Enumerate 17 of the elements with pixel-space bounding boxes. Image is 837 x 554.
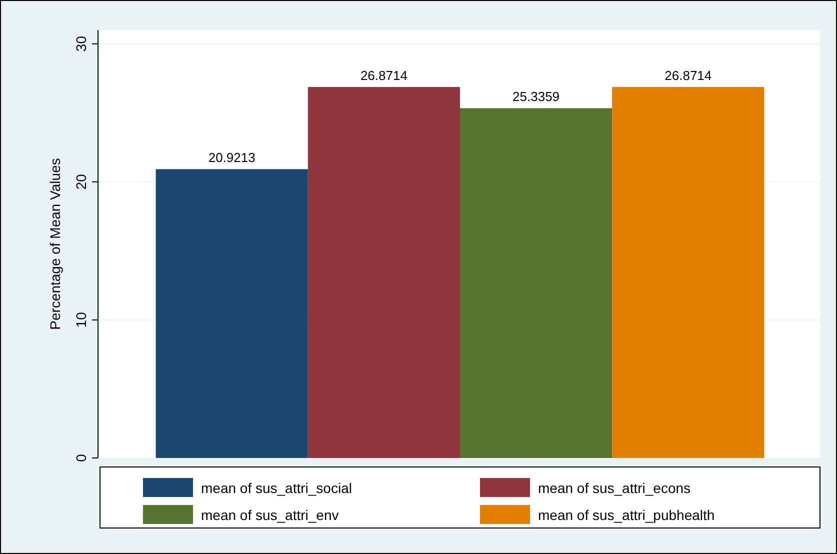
- legend-label: mean of sus_attri_env: [201, 507, 339, 523]
- bar: [308, 87, 460, 458]
- y-tick-label: 30: [73, 36, 89, 52]
- y-tick-label: 10: [73, 312, 89, 328]
- y-tick-label: 20: [73, 174, 89, 190]
- y-tick-label: 0: [73, 454, 89, 462]
- data-label: 26.8714: [664, 68, 712, 83]
- legend-label: mean of sus_attri_social: [201, 480, 352, 496]
- bar: [460, 108, 612, 458]
- bar: [156, 169, 308, 458]
- bar: [612, 87, 764, 458]
- legend-label: mean of sus_attri_pubhealth: [538, 507, 715, 523]
- y-axis-title: Percentage of Mean Values: [47, 158, 63, 330]
- data-label: 25.3359: [512, 89, 560, 104]
- data-label: 20.9213: [208, 150, 256, 166]
- data-label: 26.8714: [360, 68, 408, 83]
- legend-label: mean of sus_attri_econs: [538, 480, 691, 496]
